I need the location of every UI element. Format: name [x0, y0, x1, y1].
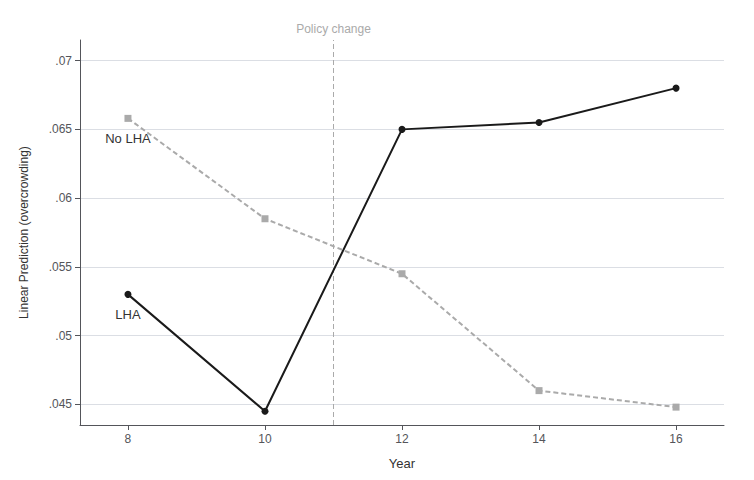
svg-text:No LHA: No LHA [105, 131, 151, 146]
svg-text:Policy change: Policy change [296, 22, 371, 36]
svg-text:16: 16 [669, 432, 683, 446]
svg-text:Linear Prediction (overcrowdin: Linear Prediction (overcrowding) [17, 146, 31, 319]
svg-text:.05: .05 [55, 329, 72, 343]
svg-text:.055: .055 [49, 260, 73, 274]
svg-text:.045: .045 [49, 397, 73, 411]
svg-text:.065: .065 [49, 122, 73, 136]
svg-text:.07: .07 [55, 54, 72, 68]
svg-text:LHA: LHA [115, 307, 141, 322]
svg-text:.06: .06 [55, 191, 72, 205]
svg-text:8: 8 [125, 432, 132, 446]
svg-text:12: 12 [395, 432, 409, 446]
svg-text:Year: Year [389, 456, 416, 471]
svg-text:14: 14 [532, 432, 546, 446]
svg-text:10: 10 [258, 432, 272, 446]
